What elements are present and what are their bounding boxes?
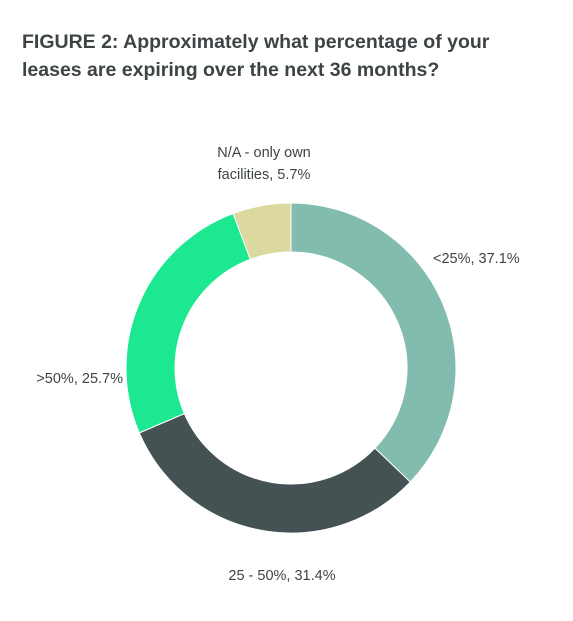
slice-label-line: facilities, 5.7% xyxy=(218,167,311,183)
slice-label-line: 25 - 50%, 31.4% xyxy=(228,568,335,584)
slice-n-a-only-own-facilities xyxy=(232,202,292,261)
slice-label-line: N/A - only own xyxy=(217,145,311,161)
slice-labels: <25%, 37.1% 25 - 50%, 31.4% >50%, 25.7% N/A… xyxy=(36,145,519,584)
slice-label-line: >50%, 25.7% xyxy=(36,371,123,387)
slice-label: 25 - 50%, 31.4% xyxy=(228,568,335,584)
donut-slices xyxy=(125,202,457,534)
slice-25 xyxy=(290,202,457,483)
slice-label: >50%, 25.7% xyxy=(36,371,123,387)
slice-25-50 xyxy=(138,412,412,534)
slice-label: <25%, 37.1% xyxy=(433,251,520,267)
slice-50 xyxy=(125,212,251,434)
slice-label: N/A - only own facilities, 5.7% xyxy=(217,145,311,183)
slice-label-line: <25%, 37.1% xyxy=(433,251,520,267)
chart-title: FIGURE 2: Approximately what percentage … xyxy=(22,31,490,81)
